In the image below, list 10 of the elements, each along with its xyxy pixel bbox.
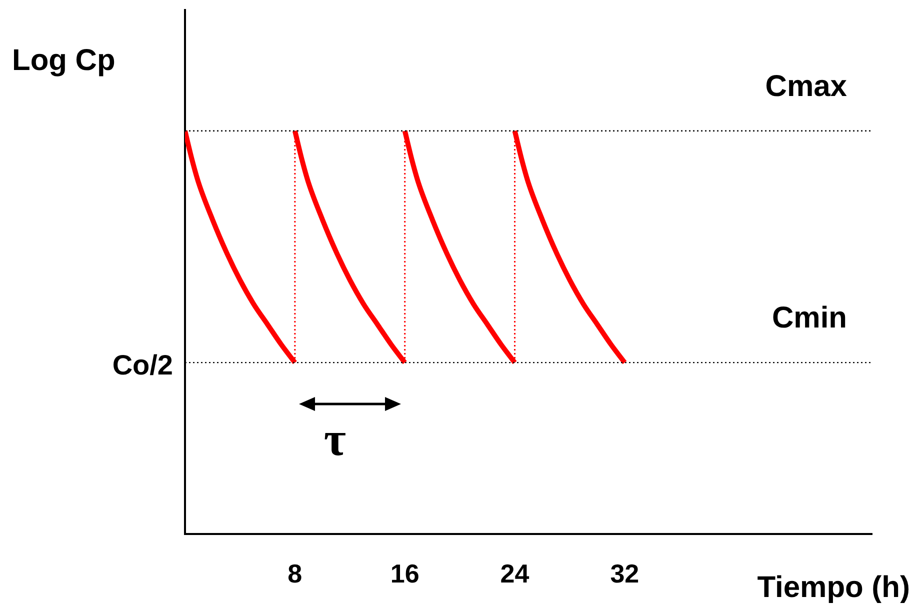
y-axis-title: Log Cp bbox=[12, 44, 116, 77]
text: Co/2 bbox=[112, 349, 173, 380]
x-axis-title: Tiempo (h) bbox=[757, 571, 910, 604]
ref-line-label: Cmax bbox=[765, 70, 848, 103]
x-tick-label: 24 bbox=[500, 558, 530, 589]
x-tick-label: 8 bbox=[288, 558, 302, 589]
annotation: τ bbox=[324, 412, 346, 466]
x-tick-label: 16 bbox=[390, 558, 420, 589]
ref-line-label: Cmin bbox=[772, 302, 847, 335]
x-tick-label: 32 bbox=[610, 558, 640, 589]
